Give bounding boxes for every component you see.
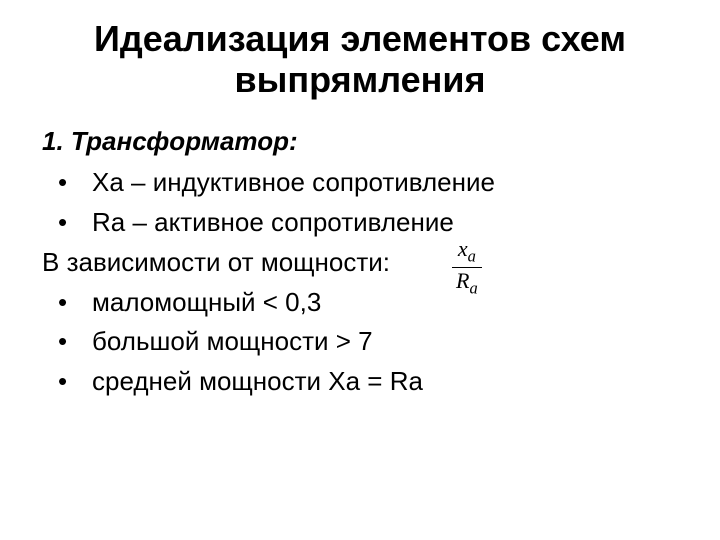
bullet-list-bottom: маломощный < 0,3 большой мощности > 7 ср…: [40, 284, 680, 401]
list-item: Xa – индуктивное сопротивление: [40, 164, 680, 202]
section-heading: 1. Трансформатор:: [42, 123, 680, 161]
slide-body: 1. Трансформатор: Xa – индуктивное сопро…: [40, 123, 680, 401]
list-item: средней мощности Xa = Ra: [40, 363, 680, 401]
depends-line: В зависимости от мощности: xa Ra: [42, 244, 680, 282]
slide: Идеализация элементов схем выпрямления 1…: [0, 0, 720, 540]
fraction-num-base: x: [458, 236, 468, 261]
fraction-num-sub: a: [468, 246, 476, 265]
list-item: маломощный < 0,3: [40, 284, 680, 322]
bullet-list-top: Xa – индуктивное сопротивление Ra – акти…: [40, 164, 680, 241]
depends-text: В зависимости от мощности:: [42, 247, 390, 277]
slide-title: Идеализация элементов схем выпрямления: [40, 18, 680, 101]
list-item: большой мощности > 7: [40, 323, 680, 361]
list-item: Ra – активное сопротивление: [40, 204, 680, 242]
